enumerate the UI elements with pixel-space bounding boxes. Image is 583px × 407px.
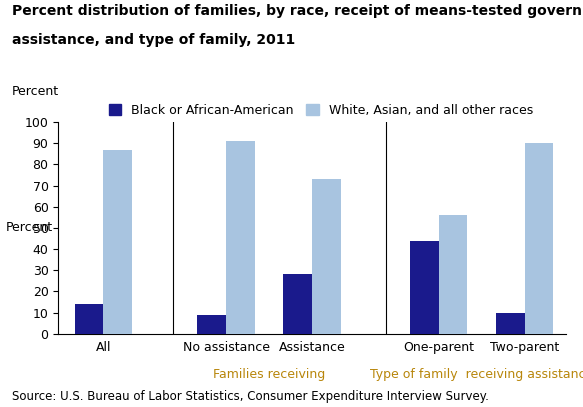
Bar <box>410 241 438 334</box>
Legend: Black or African-American, White, Asian, and all other races: Black or African-American, White, Asian,… <box>108 104 533 117</box>
Text: Percent distribution of families, by race, receipt of means-tested government: Percent distribution of families, by rac… <box>12 4 583 18</box>
Text: Percent: Percent <box>6 221 53 234</box>
Bar <box>198 315 226 334</box>
Text: Type of family  receiving assistance: Type of family receiving assistance <box>370 368 583 381</box>
Bar <box>226 141 255 334</box>
Bar <box>438 215 468 334</box>
Bar <box>525 143 553 334</box>
Bar <box>496 313 525 334</box>
Text: assistance, and type of family, 2011: assistance, and type of family, 2011 <box>12 33 295 46</box>
Text: Source: U.S. Bureau of Labor Statistics, Consumer Expenditure Interview Survey.: Source: U.S. Bureau of Labor Statistics,… <box>12 390 489 403</box>
Text: Families receiving: Families receiving <box>213 368 325 381</box>
Bar <box>75 304 103 334</box>
Bar <box>283 274 312 334</box>
Text: Percent: Percent <box>12 85 59 98</box>
Bar <box>103 150 132 334</box>
Bar <box>312 179 340 334</box>
